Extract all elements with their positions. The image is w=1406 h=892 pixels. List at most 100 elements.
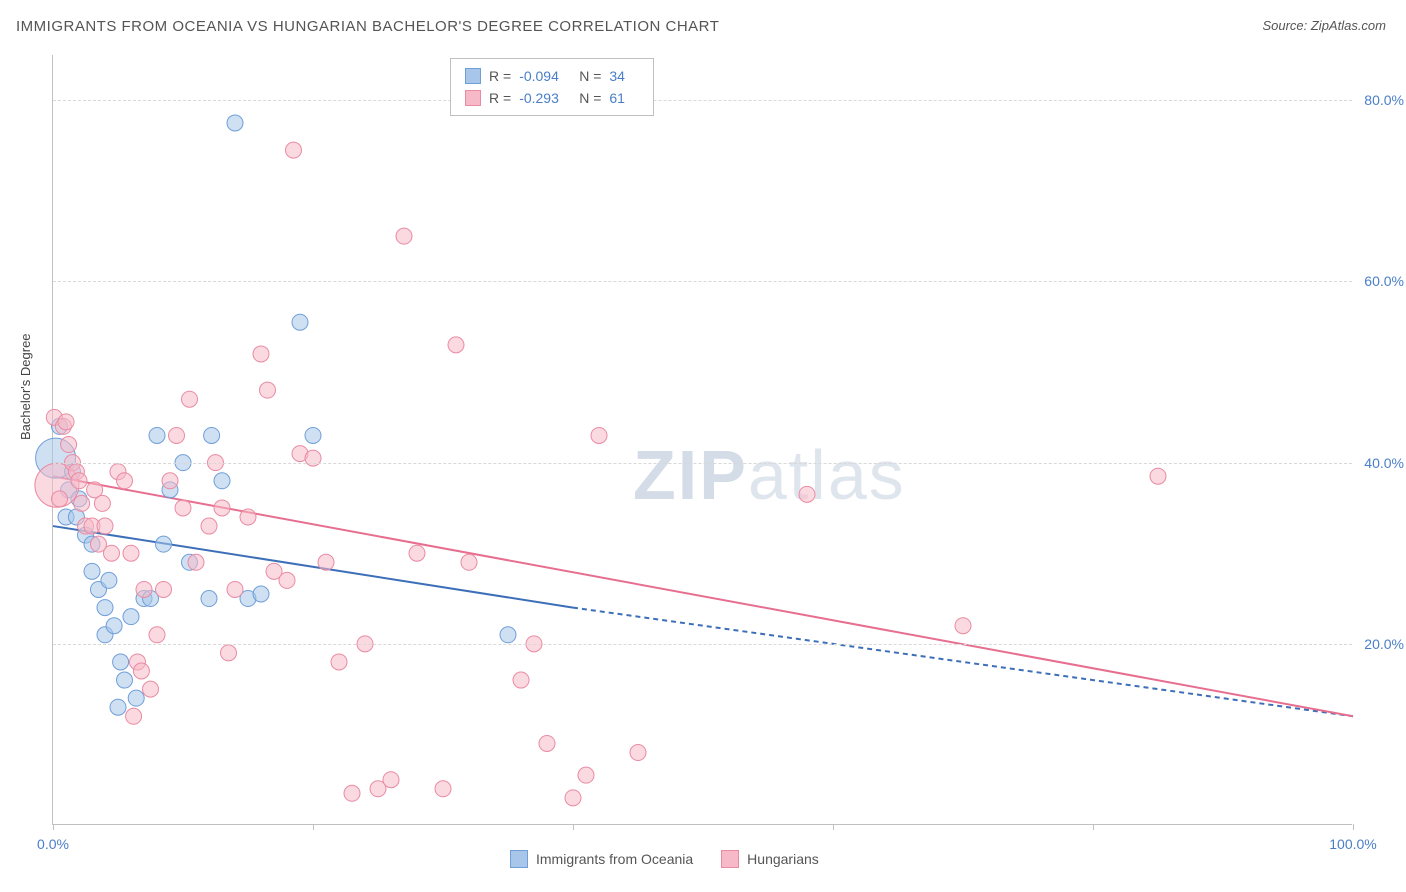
data-point	[162, 473, 178, 489]
data-point	[106, 618, 122, 634]
legend-swatch	[465, 90, 481, 106]
data-point	[175, 500, 191, 516]
x-tick	[1093, 824, 1094, 830]
data-point	[126, 708, 142, 724]
x-tick-label: 0.0%	[37, 836, 69, 852]
r-label: R =	[489, 87, 511, 109]
data-point	[188, 554, 204, 570]
source-name: ZipAtlas.com	[1311, 18, 1386, 33]
data-point	[500, 627, 516, 643]
n-label: N =	[579, 65, 601, 87]
legend-item: Immigrants from Oceania	[510, 850, 693, 868]
data-point	[156, 536, 172, 552]
data-point	[97, 518, 113, 534]
y-tick-label: 20.0%	[1364, 636, 1404, 652]
legend-row: R = -0.094 N = 34	[465, 65, 639, 87]
data-point	[292, 314, 308, 330]
data-point	[305, 427, 321, 443]
data-point	[799, 486, 815, 502]
correlation-legend: R =-0.094N =34R =-0.293N =61	[450, 58, 654, 116]
data-point	[101, 572, 117, 588]
data-point	[539, 735, 555, 751]
y-tick-label: 60.0%	[1364, 273, 1404, 289]
data-point	[104, 545, 120, 561]
data-point	[578, 767, 594, 783]
data-point	[117, 473, 133, 489]
data-point	[182, 391, 198, 407]
r-value: -0.094	[519, 65, 571, 87]
data-point	[110, 699, 126, 715]
data-point	[143, 681, 159, 697]
data-point	[331, 654, 347, 670]
data-point	[201, 518, 217, 534]
trend-line	[53, 526, 573, 608]
y-axis-label: Bachelor's Degree	[18, 333, 33, 440]
chart-container: IMMIGRANTS FROM OCEANIA VS HUNGARIAN BAC…	[0, 0, 1406, 892]
series-legend: Immigrants from Oceania Hungarians	[510, 850, 819, 868]
gridline	[53, 100, 1352, 101]
legend-label: Hungarians	[747, 851, 819, 867]
x-tick	[1353, 824, 1354, 830]
data-point	[201, 591, 217, 607]
legend-swatch	[510, 850, 528, 868]
chart-title: IMMIGRANTS FROM OCEANIA VS HUNGARIAN BAC…	[16, 18, 719, 35]
data-point	[58, 414, 74, 430]
data-point	[1150, 468, 1166, 484]
data-point	[71, 473, 87, 489]
data-point	[74, 495, 90, 511]
data-point	[156, 581, 172, 597]
data-point	[221, 645, 237, 661]
data-point	[128, 690, 144, 706]
data-point	[305, 450, 321, 466]
data-point	[149, 427, 165, 443]
data-point	[409, 545, 425, 561]
x-tick	[833, 824, 834, 830]
data-point	[227, 581, 243, 597]
source-prefix: Source:	[1262, 18, 1310, 33]
x-tick	[313, 824, 314, 830]
data-point	[94, 495, 110, 511]
y-tick-label: 80.0%	[1364, 92, 1404, 108]
data-point	[435, 781, 451, 797]
n-value: 34	[609, 65, 639, 87]
data-point	[123, 609, 139, 625]
legend-label: Immigrants from Oceania	[536, 851, 693, 867]
gridline	[53, 281, 1352, 282]
data-point	[513, 672, 529, 688]
data-point	[260, 382, 276, 398]
data-point	[565, 790, 581, 806]
data-point	[630, 745, 646, 761]
data-point	[133, 663, 149, 679]
plot-area: ZIPatlas 20.0%40.0%60.0%80.0%0.0%100.0%	[52, 55, 1352, 825]
data-point	[279, 572, 295, 588]
data-point	[318, 554, 334, 570]
data-point	[286, 142, 302, 158]
r-label: R =	[489, 65, 511, 87]
data-point	[97, 600, 113, 616]
data-point	[169, 427, 185, 443]
data-point	[84, 563, 100, 579]
data-point	[344, 785, 360, 801]
data-point	[52, 491, 68, 507]
data-point	[461, 554, 477, 570]
data-point	[123, 545, 139, 561]
data-point	[214, 473, 230, 489]
data-point	[448, 337, 464, 353]
data-point	[227, 115, 243, 131]
gridline	[53, 644, 1352, 645]
data-point	[136, 581, 152, 597]
r-value: -0.293	[519, 87, 571, 109]
data-point	[214, 500, 230, 516]
data-point	[204, 427, 220, 443]
legend-swatch	[465, 68, 481, 84]
data-point	[113, 654, 129, 670]
data-point	[253, 346, 269, 362]
data-point	[61, 437, 77, 453]
x-tick-label: 100.0%	[1329, 836, 1376, 852]
x-tick	[53, 824, 54, 830]
n-label: N =	[579, 87, 601, 109]
scatter-svg	[53, 55, 1352, 824]
legend-swatch	[721, 850, 739, 868]
data-point	[591, 427, 607, 443]
data-point	[253, 586, 269, 602]
